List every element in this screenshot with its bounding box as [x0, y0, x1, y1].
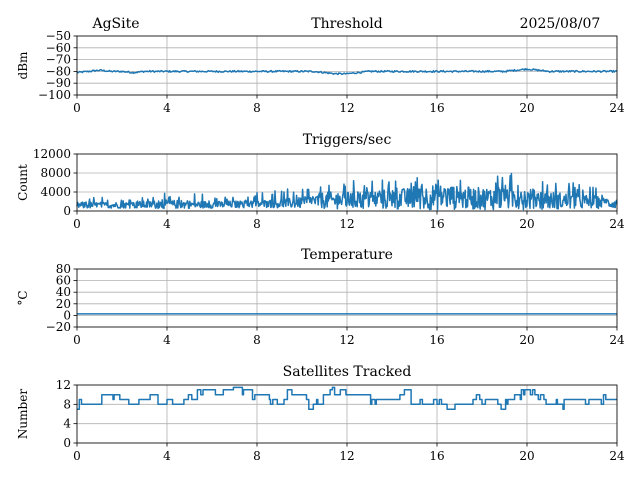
panel-title-temperature: Temperature [301, 247, 393, 263]
x-tick-label: 16 [429, 101, 444, 115]
y-axis-label-threshold: dBm [16, 51, 30, 80]
x-tick-label: 8 [253, 333, 261, 347]
x-tick-label: 4 [163, 217, 171, 231]
y-tick-label: −60 [46, 41, 71, 55]
y-tick-label: 0 [63, 204, 71, 218]
x-tick-label: 8 [253, 217, 261, 231]
date-header: 2025/08/07 [520, 16, 601, 32]
x-tick-label: 12 [339, 217, 354, 231]
x-tick-label: 20 [519, 217, 534, 231]
y-tick-label: −50 [46, 29, 71, 43]
y-tick-label: −100 [38, 88, 71, 102]
series-line-threshold [76, 67, 618, 76]
y-tick-label: 80 [56, 262, 71, 276]
y-tick-label: 8000 [40, 166, 71, 180]
x-tick-label: 0 [73, 101, 81, 115]
panel-triggers: 0 4 8 12 16 20 24 0 4000 8000 12000 Triggers/sec Cou… [16, 132, 625, 231]
y-tick-label: 12 [56, 378, 71, 392]
site-name-header: AgSite [91, 16, 139, 32]
x-tick-label: 16 [429, 449, 444, 463]
y-tick-label: 4000 [40, 185, 71, 199]
x-tick-label: 16 [429, 217, 444, 231]
panel-title-satellites: Satellites Tracked [283, 364, 412, 380]
panel-title-threshold: Threshold [311, 16, 382, 32]
x-tick-label: 0 [73, 217, 81, 231]
y-tick-label: −20 [46, 320, 71, 334]
panel-title-triggers: Triggers/sec [303, 132, 392, 148]
x-tick-label: 0 [73, 333, 81, 347]
x-tick-label: 20 [519, 101, 534, 115]
y-tick-label: 20 [56, 297, 71, 311]
y-tick-label: 0 [63, 436, 71, 450]
x-tick-label: 24 [609, 333, 625, 347]
y-tick-label: 4 [63, 417, 71, 431]
x-tick-label: 20 [519, 449, 534, 463]
y-tick-label: −80 [46, 64, 71, 78]
y-axis-label-temperature: °C [16, 290, 30, 305]
chart-panels: 0 4 8 12 16 20 24 −100−90−80−70−60−50 Threshold d… [16, 16, 625, 463]
y-axis-label-triggers: Count [16, 164, 30, 201]
y-tick-label: 8 [63, 397, 71, 411]
x-tick-label: 0 [73, 449, 81, 463]
y-tick-label: −90 [46, 76, 71, 90]
series-line-triggers [76, 172, 618, 211]
y-axis-label-satellites: Number [16, 389, 30, 439]
x-tick-label: 4 [163, 101, 171, 115]
x-tick-label: 12 [339, 101, 354, 115]
y-tick-label: 60 [56, 274, 71, 288]
x-tick-label: 12 [339, 333, 354, 347]
x-tick-label: 20 [519, 333, 534, 347]
x-tick-label: 24 [609, 449, 625, 463]
panel-satellites: 0 4 8 12 16 20 24 0 4 8 12 Satellites Tracked Number [16, 364, 625, 463]
x-tick-label: 8 [253, 101, 261, 115]
series-line-satellites [77, 386, 617, 410]
y-tick-label: 0 [63, 308, 71, 322]
y-tick-label: −70 [46, 53, 71, 67]
x-tick-label: 24 [609, 217, 625, 231]
x-tick-label: 4 [163, 449, 171, 463]
y-tick-label: 12000 [33, 147, 71, 161]
x-tick-label: 8 [253, 449, 261, 463]
x-tick-label: 4 [163, 333, 171, 347]
panel-threshold: 0 4 8 12 16 20 24 −100−90−80−70−60−50 Threshold d… [16, 16, 625, 115]
x-tick-label: 12 [339, 449, 354, 463]
x-tick-label: 16 [429, 333, 444, 347]
x-tick-label: 24 [609, 101, 625, 115]
y-tick-label: 40 [56, 285, 71, 299]
